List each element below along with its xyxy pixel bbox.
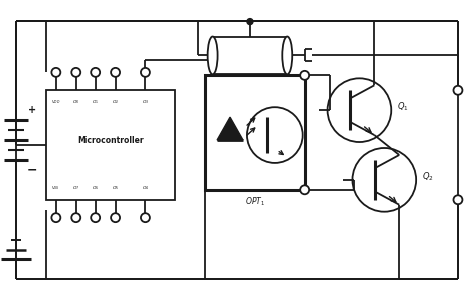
Text: $O_1$: $O_1$ bbox=[92, 99, 99, 106]
Text: $O_2$: $O_2$ bbox=[112, 99, 119, 106]
Text: $O_3$: $O_3$ bbox=[142, 99, 149, 106]
Circle shape bbox=[111, 213, 120, 222]
Circle shape bbox=[300, 71, 309, 80]
Text: Microcontroller: Microcontroller bbox=[77, 135, 144, 145]
Circle shape bbox=[71, 68, 80, 77]
Circle shape bbox=[51, 68, 60, 77]
Text: −: − bbox=[27, 163, 37, 176]
Ellipse shape bbox=[283, 37, 292, 74]
Text: $O_5$: $O_5$ bbox=[112, 184, 119, 192]
Text: $O_0$: $O_0$ bbox=[72, 99, 79, 106]
Circle shape bbox=[454, 195, 463, 204]
Circle shape bbox=[71, 213, 80, 222]
Circle shape bbox=[141, 68, 150, 77]
Text: +: + bbox=[28, 105, 36, 115]
Polygon shape bbox=[217, 117, 243, 140]
Text: $O_7$: $O_7$ bbox=[72, 184, 79, 192]
Circle shape bbox=[111, 68, 120, 77]
Text: $Q_1$: $Q_1$ bbox=[397, 101, 409, 114]
Text: $V_{DD}$: $V_{DD}$ bbox=[51, 99, 61, 106]
Circle shape bbox=[300, 185, 309, 194]
Text: $OPT_1$: $OPT_1$ bbox=[245, 196, 265, 208]
Bar bbox=[205, 75, 305, 190]
Circle shape bbox=[91, 213, 100, 222]
Bar bbox=[46, 90, 175, 200]
Circle shape bbox=[91, 68, 100, 77]
Ellipse shape bbox=[208, 37, 218, 74]
Text: $O_4$: $O_4$ bbox=[142, 184, 149, 192]
Circle shape bbox=[247, 19, 253, 24]
Bar bbox=[213, 37, 287, 74]
Circle shape bbox=[51, 213, 60, 222]
Text: $V_{SS}$: $V_{SS}$ bbox=[52, 184, 60, 192]
Circle shape bbox=[454, 86, 463, 95]
Circle shape bbox=[141, 213, 150, 222]
Text: $Q_2$: $Q_2$ bbox=[422, 171, 434, 183]
Text: $O_6$: $O_6$ bbox=[92, 184, 99, 192]
